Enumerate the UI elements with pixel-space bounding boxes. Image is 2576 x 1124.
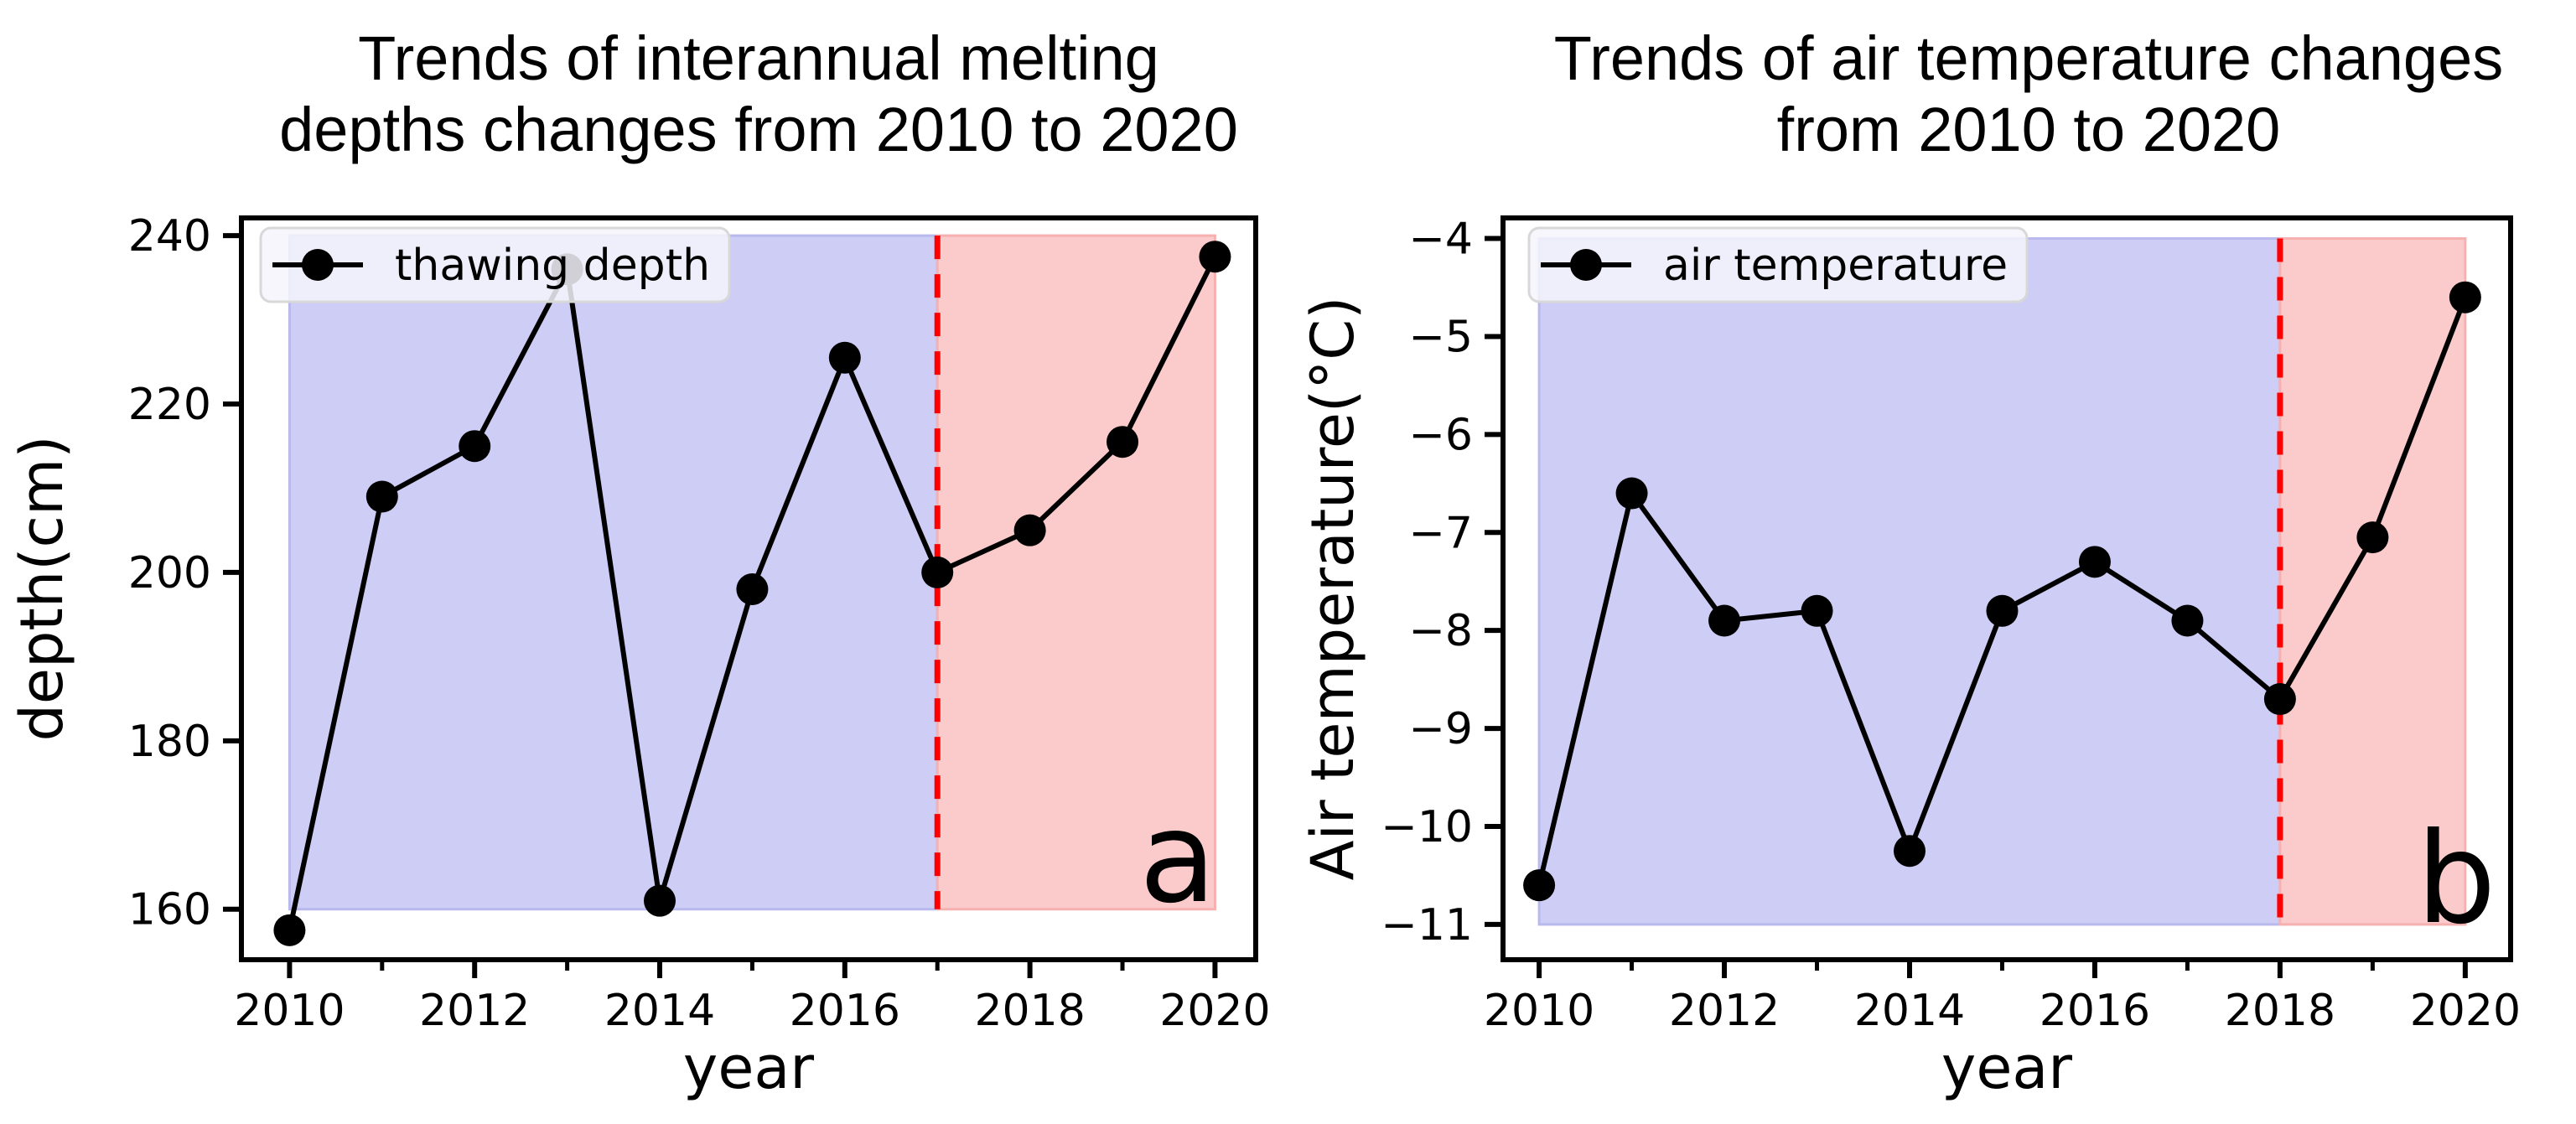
data-point-2011 (365, 480, 398, 513)
data-point-2016 (828, 341, 861, 374)
data-point-2014 (644, 884, 676, 917)
x-tick-label: 2010 (1484, 986, 1594, 1036)
legend: thawing depth (259, 226, 731, 303)
y-tick-label: −8 (1408, 606, 1473, 656)
x-tick-label: 2020 (1159, 986, 1270, 1036)
data-point-2017 (2171, 604, 2204, 637)
data-point-2012 (1708, 604, 1741, 637)
chart-b-panel-letter: b (2416, 806, 2496, 952)
chart-b-x-axis-label: year (1941, 1033, 2072, 1102)
series-markers (273, 241, 1231, 946)
data-point-2010 (273, 914, 306, 946)
y-tick-label: 180 (128, 717, 211, 767)
region-after-breakpoint (2278, 237, 2467, 926)
data-point-2017 (921, 556, 954, 588)
chart-b-title-line2: from 2010 to 2020 (1777, 95, 2281, 164)
y-tick-label: 200 (128, 548, 211, 598)
y-tick-label: 240 (128, 211, 211, 262)
data-point-2011 (1615, 477, 1648, 510)
x-tick-label: 2014 (1854, 986, 1965, 1036)
chart-panel-b: −11 −10 −9 −8 −7 −6 −5 −4 2010 2012 2014 2016 2018 20… (1299, 23, 2521, 1102)
x-tick-label: 2012 (419, 986, 530, 1036)
y-tick-label: −10 (1381, 802, 1473, 852)
data-point-2019 (2356, 521, 2389, 554)
legend-box (259, 226, 731, 303)
data-point-2020 (2449, 281, 2481, 313)
data-point-2019 (1107, 426, 1139, 458)
chart-a-x-axis-label: year (683, 1033, 814, 1102)
data-point-2018 (2263, 683, 2296, 716)
chart-b-y-axis-label: Air temperature(°C) (1299, 297, 1367, 881)
shaded-regions (1537, 237, 2467, 926)
axis-ticks: −11 −10 −9 −8 −7 −6 −5 −4 2010 2012 2014 2016 2018 20… (1381, 215, 2521, 1036)
x-tick-label: 2012 (1669, 986, 1780, 1036)
chart-a-title-line2: depths changes from 2010 to 2020 (279, 95, 1238, 164)
data-point-2014 (1893, 835, 1926, 868)
chart-a-title-line1: Trends of interannual melting (358, 23, 1159, 93)
data-point-2015 (736, 573, 769, 606)
legend-label: air temperature (1663, 241, 2008, 291)
axis-ticks: 160 180 200 220 240 2010 2012 2014 2016 2018 2020 (128, 211, 1271, 1036)
chart-a-panel-letter: a (1139, 785, 1216, 931)
x-tick-label: 2016 (2040, 986, 2150, 1036)
y-tick-label: −5 (1408, 312, 1473, 362)
chart-a-y-axis-label: depth(cm) (8, 435, 76, 741)
data-point-2016 (2078, 546, 2111, 578)
data-point-2015 (1986, 594, 2019, 627)
chart-b-title-line1: Trends of air temperature changes (1554, 23, 2504, 93)
legend-label: thawing depth (395, 241, 710, 291)
y-tick-label: −9 (1408, 704, 1473, 754)
legend: air temperature (1527, 226, 2029, 303)
data-point-2013 (1801, 594, 1833, 627)
data-point-2012 (459, 430, 491, 463)
chart-panel-a: 160 180 200 220 240 2010 2012 2014 2016 2018 2020 t… (8, 23, 1271, 1102)
legend-box (1527, 226, 2029, 303)
data-point-2018 (1013, 514, 1046, 546)
region-before-breakpoint (1537, 237, 2282, 926)
y-tick-label: −4 (1408, 215, 1473, 265)
x-tick-label: 2020 (2410, 986, 2521, 1036)
legend-marker-dot (1570, 249, 1602, 281)
y-tick-label: −11 (1381, 900, 1473, 950)
x-tick-label: 2018 (974, 986, 1085, 1036)
x-tick-label: 2016 (790, 986, 900, 1036)
x-tick-label: 2018 (2225, 986, 2335, 1036)
data-point-2020 (1199, 241, 1231, 273)
series-markers (1523, 281, 2481, 902)
y-tick-label: −7 (1408, 508, 1473, 558)
y-tick-label: 160 (128, 885, 211, 935)
data-point-2010 (1523, 869, 1556, 902)
shaded-regions (288, 234, 1216, 911)
y-tick-label: 220 (128, 380, 211, 430)
y-tick-label: −6 (1408, 410, 1473, 460)
legend-marker-dot (302, 249, 334, 281)
plot-border (239, 215, 1258, 962)
plot-border (1501, 215, 2513, 962)
x-tick-label: 2014 (604, 986, 715, 1036)
x-tick-label: 2010 (234, 986, 345, 1036)
